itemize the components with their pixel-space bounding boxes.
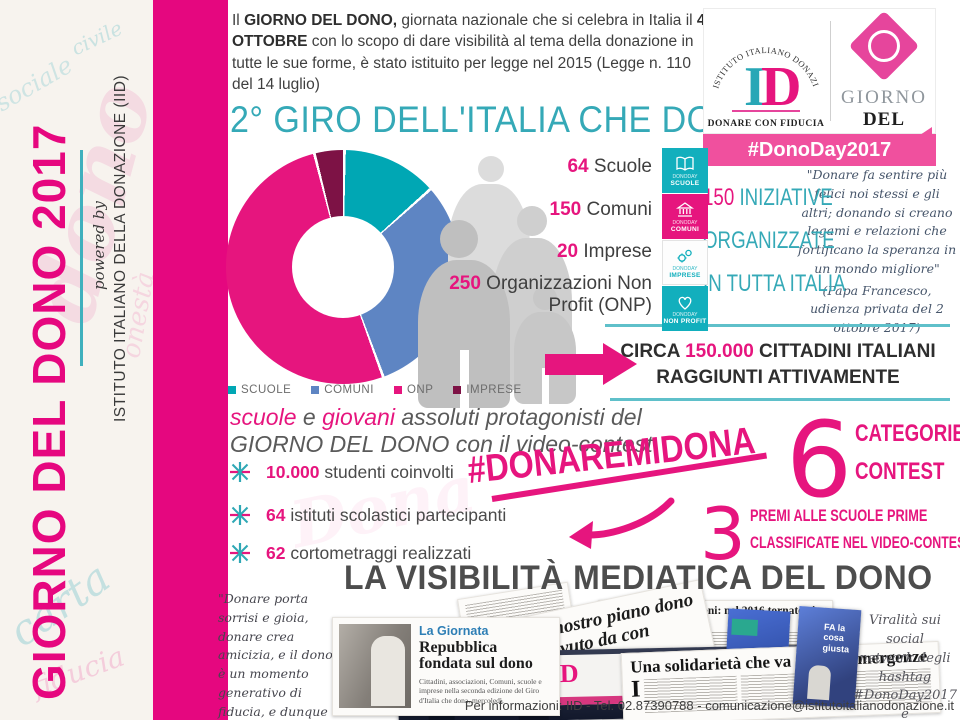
bullet-cortometraggi: 62 cortometraggi realizzati bbox=[228, 541, 471, 565]
clipping-kicker: La Giornata bbox=[419, 624, 489, 638]
legend-swatch bbox=[393, 386, 402, 394]
media-section-title: LA VISIBILITÀ MEDIATICA DEL DONO bbox=[344, 559, 933, 597]
contest-categories-number: 6 bbox=[786, 399, 853, 521]
curved-arrow-icon bbox=[569, 497, 675, 549]
prizes-number: 3 bbox=[700, 492, 746, 576]
stat-scuole: 64 Scuole bbox=[567, 156, 652, 177]
contest-label: CATEGORIE bbox=[855, 420, 960, 447]
intro-bold-date: 4 OTTOBRE bbox=[232, 12, 706, 51]
star-bullet-icon bbox=[230, 543, 250, 563]
legend-item: SCUOLE bbox=[228, 384, 291, 396]
donoday-hashtag-banner: #DonoDay2017 bbox=[703, 127, 936, 166]
stat-comuni: 150 Comuni bbox=[549, 199, 652, 220]
clipping-photo bbox=[339, 624, 411, 708]
intro-paragraph: Il GIORNO DEL DONO, giornata nazionale c… bbox=[232, 12, 706, 94]
legend-swatch bbox=[228, 386, 236, 394]
initiatives-block: 150 INIZIATIVE ORGANIZZATE IN TUTTA ITAL… bbox=[703, 184, 846, 297]
book-icon bbox=[676, 156, 694, 171]
schools-lead-text: scuole e giovani assoluti protagonisti d… bbox=[230, 404, 653, 457]
stat-onp: 250 Organizzazioni Non Profit (ONP) bbox=[449, 273, 652, 316]
magenta-accent-bar bbox=[153, 0, 228, 720]
powered-by-label: powered by bbox=[90, 201, 108, 290]
organization-name-vertical: ISTITUTO ITALIANO DELLA DONAZIONE (IID) bbox=[112, 74, 129, 422]
clipping-headline: Repubblica fondata sul dono bbox=[419, 639, 533, 673]
legend-item: ONP bbox=[393, 384, 433, 396]
reach-statement: CIRCA 150.000 CITTADINI ITALIANI RAGGIUN… bbox=[620, 341, 936, 388]
star-bullet-icon bbox=[230, 505, 250, 525]
tv-graphic bbox=[731, 618, 759, 636]
right-arrow-icon bbox=[545, 354, 603, 375]
id-monogram-i: I bbox=[744, 56, 766, 118]
brand-word-giorno: GIORNO bbox=[841, 87, 927, 108]
newspaper-clipping-repubblica: La Giornata Repubblica fondata sul dono … bbox=[332, 617, 560, 716]
bullet-istituti: 64 istituti scolastici partecipanti bbox=[228, 503, 506, 527]
poster-title-vertical: GIORNO DEL DONO 2017 bbox=[23, 123, 75, 700]
iid-tagline: DONARE CON FIDUCIA bbox=[708, 119, 825, 129]
divider-line bbox=[605, 324, 950, 327]
divider-line bbox=[610, 398, 950, 401]
contest-label: CONTEST bbox=[855, 458, 945, 485]
bank-icon bbox=[675, 201, 695, 217]
sidebar-divider-line bbox=[80, 150, 83, 366]
gears-icon bbox=[677, 249, 692, 262]
star-bullet-icon bbox=[230, 462, 250, 482]
prizes-label: PREMI ALLE SCUOLE PRIME bbox=[750, 506, 928, 525]
quote-mattarella: "Donare porta sorrisi e gioia, donare cr… bbox=[218, 591, 333, 719]
id-monogram-d: D bbox=[761, 56, 801, 118]
id-monogram-d: D bbox=[559, 658, 579, 689]
chart-legend: SCUOLE COMUNI ONP IMPRESE bbox=[228, 384, 522, 396]
social-virality-note: Viralità sui social network degli hashta… bbox=[853, 613, 957, 720]
quote-papa-francesco: "Donare fa sentire più felici noi stessi… bbox=[797, 166, 957, 338]
stat-imprese: 20 Imprese bbox=[556, 241, 652, 262]
badge-scuole: DONODAY SCUOLE bbox=[662, 148, 708, 193]
badge-non-profit: DONODAY NON PROFIT bbox=[662, 286, 708, 331]
legend-item: IMPRESE bbox=[453, 384, 521, 396]
legend-item: COMUNI bbox=[311, 384, 374, 396]
tv-person bbox=[807, 664, 832, 701]
left-sidebar: sociale dono civile carta onestà fiducia… bbox=[0, 0, 153, 720]
bullet-studenti: 10.000 studenti coinvolti bbox=[228, 460, 454, 484]
footer-contact-info: Per informazioni: IID - Tel. 02.87390788… bbox=[464, 698, 954, 713]
badge-imprese: DONODAY IMPRESE bbox=[662, 240, 708, 285]
logo-lockup: ISTITUTO ITALIANO DONAZIONE I D DONARE C… bbox=[703, 8, 936, 166]
clipping-body: Cittadini, associazioni, Comuni, scuole … bbox=[419, 676, 542, 706]
watermark-text: sociale bbox=[0, 50, 78, 118]
page-title: 2° GIRO DELL'ITALIA CHE DONA bbox=[230, 99, 762, 140]
iid-logo: ISTITUTO ITALIANO DONAZIONE I D DONARE C… bbox=[704, 9, 825, 129]
watermark-text: civile bbox=[67, 15, 127, 61]
legend-swatch bbox=[453, 386, 462, 394]
quote-attribution: (Papa Francesco, udienza privata del 2 o… bbox=[810, 282, 944, 336]
legend-swatch bbox=[311, 386, 320, 394]
giorno-del-dono-diamond-icon bbox=[848, 10, 920, 82]
logo-divider bbox=[830, 21, 831, 121]
badge-comuni: DONODAY COMUNI bbox=[662, 194, 708, 239]
heart-icon bbox=[678, 296, 692, 310]
intro-bold-event: GIORNO DEL DONO, bbox=[244, 12, 398, 29]
prizes-label: CLASSIFICATE NEL VIDEO-CONTEST bbox=[750, 533, 960, 552]
right-arrow-icon bbox=[603, 343, 637, 385]
donoday-badge-column: DONODAY SCUOLE DONODAY COMUNI DONODAY IMPRE… bbox=[662, 148, 708, 332]
